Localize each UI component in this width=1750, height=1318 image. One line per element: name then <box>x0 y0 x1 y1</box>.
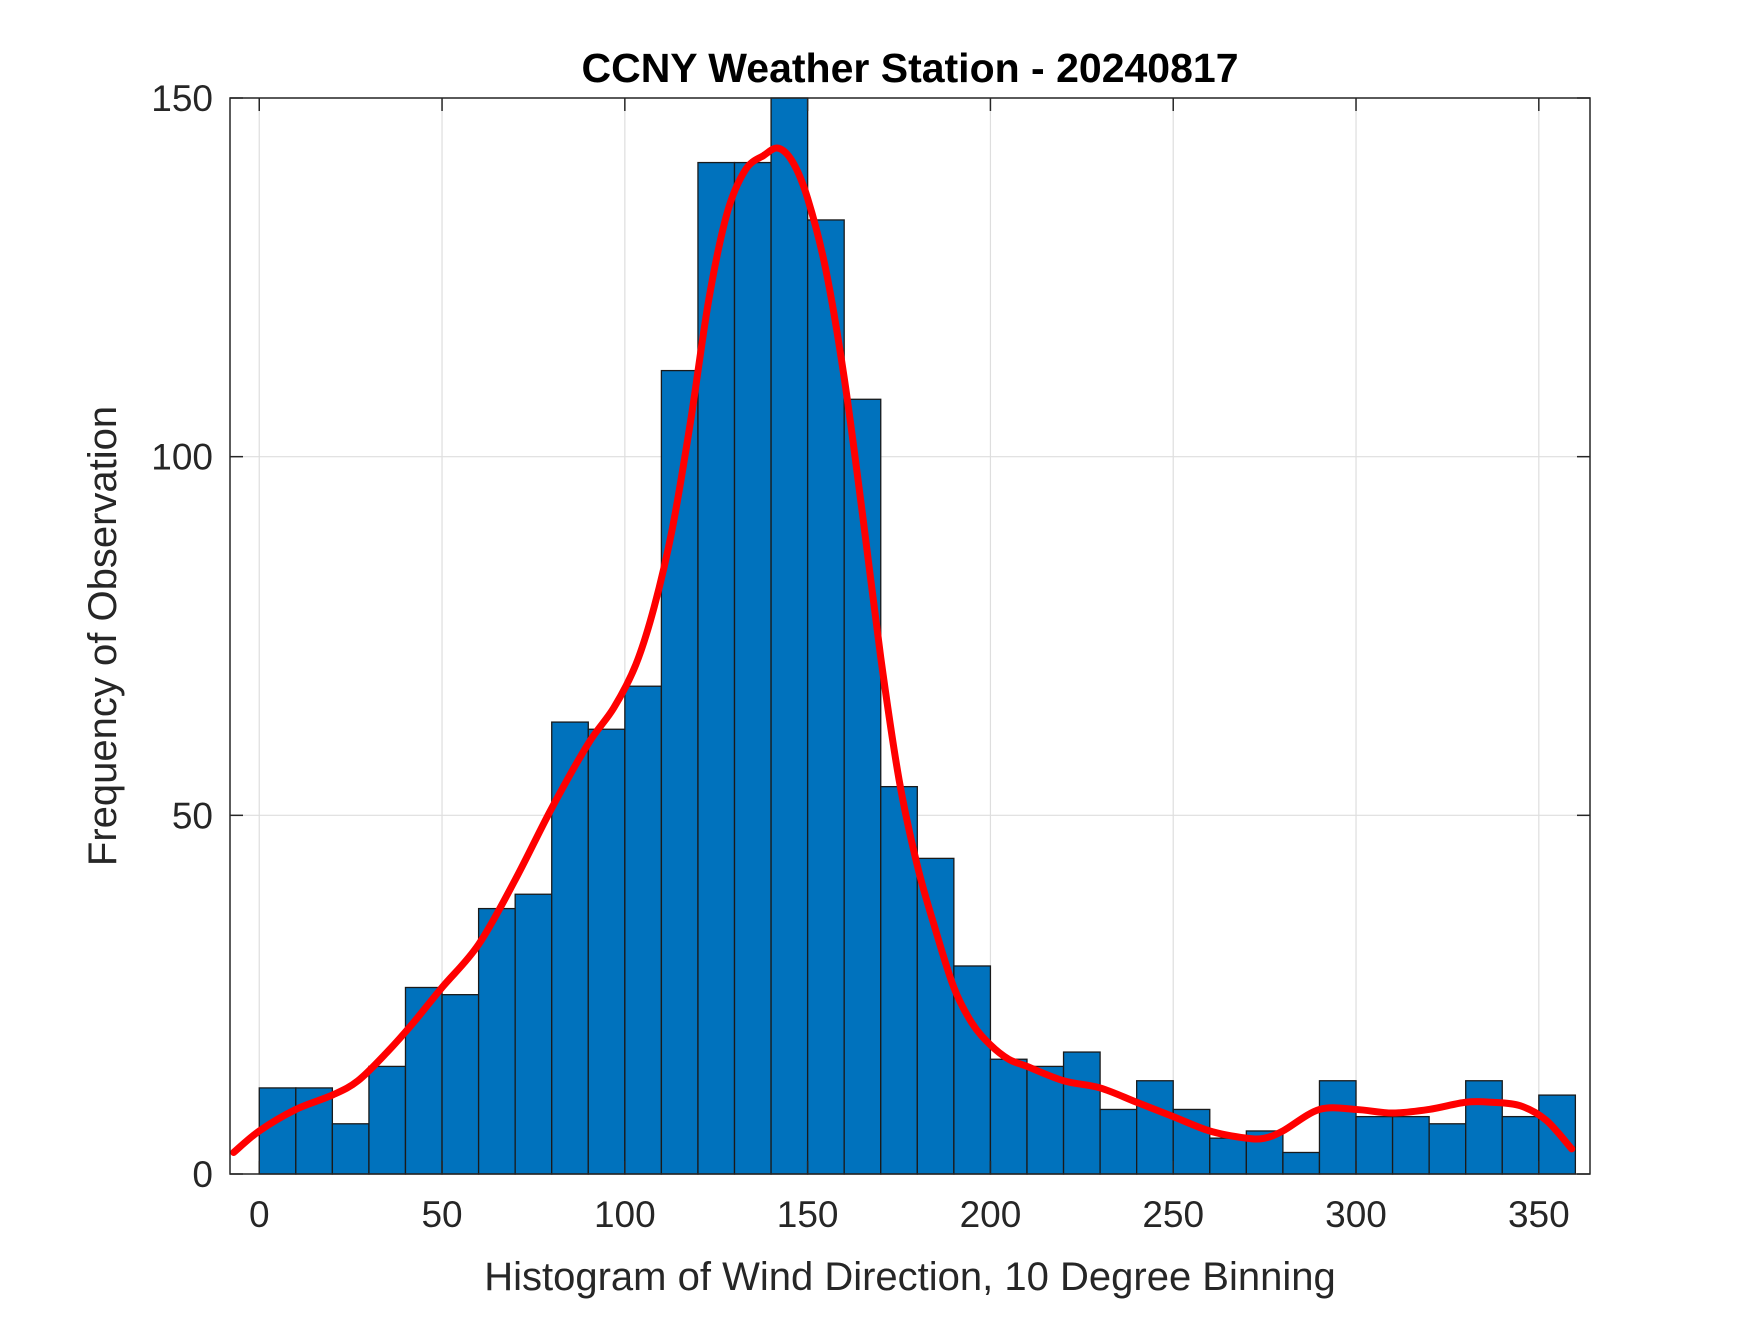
x-axis-label: Histogram of Wind Direction, 10 Degree B… <box>484 1255 1336 1299</box>
axes-box <box>229 97 1591 1175</box>
histogram-bar <box>368 1065 407 1175</box>
x-tick-label: 300 <box>1325 1194 1387 1235</box>
x-tick-label: 150 <box>777 1194 839 1235</box>
histogram-bar <box>806 219 845 1175</box>
chart-title: CCNY Weather Station - 20240817 <box>581 45 1238 91</box>
histogram-bar <box>1136 1080 1174 1175</box>
histogram-bar <box>624 685 663 1175</box>
y-tick-label: 0 <box>192 1154 213 1195</box>
histogram-bar <box>1209 1137 1247 1175</box>
histogram-bar <box>514 893 553 1175</box>
histogram-bar <box>1282 1151 1321 1175</box>
fit-curve-layer <box>230 144 1576 1156</box>
histogram-bar <box>1099 1108 1138 1175</box>
histogram-bar <box>1428 1123 1467 1175</box>
histogram-bar <box>1501 1115 1540 1175</box>
histogram-bar <box>551 721 589 1175</box>
histogram-bar <box>587 728 626 1175</box>
y-tick-label: 150 <box>151 78 213 119</box>
histogram-bar <box>1062 1051 1101 1175</box>
histogram-bar <box>733 161 772 1175</box>
histogram-bar <box>441 994 480 1175</box>
histogram-bar <box>770 97 809 1175</box>
ticks-layer: 0 50 100 150 200 250 300 350 0 50 100 150 <box>151 78 1590 1235</box>
y-tick-label: 100 <box>151 437 213 478</box>
histogram-bar <box>1026 1065 1065 1175</box>
x-tick-label: 100 <box>594 1194 656 1235</box>
histogram-bar <box>989 1058 1028 1175</box>
histogram-bar <box>1318 1080 1357 1175</box>
histogram-bar <box>1465 1080 1503 1175</box>
histogram-bar <box>916 857 955 1175</box>
x-tick-label: 250 <box>1142 1194 1204 1235</box>
x-tick-label: 0 <box>249 1194 270 1235</box>
histogram-bar <box>1355 1115 1394 1175</box>
y-axis-label: Frequency of Observation <box>81 406 125 866</box>
x-tick-label: 50 <box>421 1194 462 1235</box>
x-tick-label: 200 <box>960 1194 1022 1235</box>
y-tick-label: 50 <box>172 795 213 836</box>
histogram-bar <box>331 1123 370 1175</box>
fit-curve-line <box>230 144 1576 1156</box>
x-tick-label: 350 <box>1508 1194 1570 1235</box>
histogram-bar <box>1391 1115 1430 1175</box>
histogram-bar <box>477 907 516 1175</box>
